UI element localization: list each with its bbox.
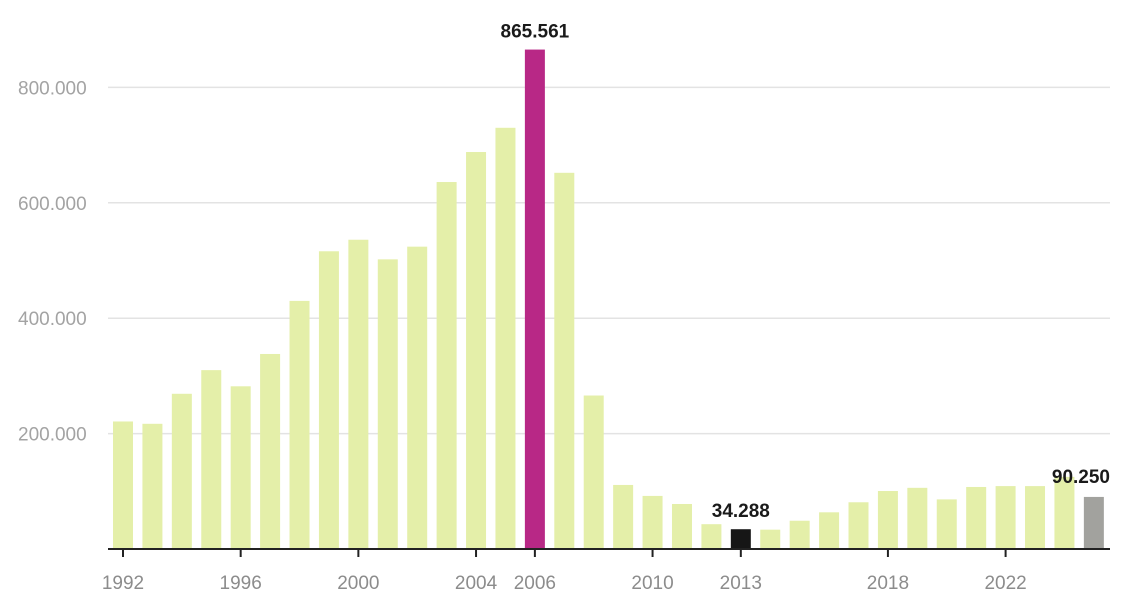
- bar-2005: [495, 127, 516, 549]
- bar-2001: [377, 259, 398, 549]
- bar-2025: [1083, 496, 1104, 549]
- y-tick-label: 800.000: [18, 78, 87, 99]
- bar-2022: [995, 486, 1016, 549]
- y-tick-label: 400.000: [18, 309, 87, 330]
- bar-2016: [819, 512, 840, 549]
- bar-1993: [142, 423, 163, 549]
- x-tick-label: 2004: [455, 573, 498, 591]
- bar-2010: [642, 495, 663, 549]
- x-tick-label: 2022: [984, 573, 1026, 591]
- bar-2008: [583, 395, 604, 549]
- x-tick-label: 1996: [220, 573, 262, 591]
- x-tick-label: 2006: [514, 573, 556, 591]
- bar-1997: [260, 353, 281, 549]
- bar-2014: [760, 529, 781, 549]
- bar-2007: [554, 172, 575, 549]
- bar-2021: [966, 486, 987, 549]
- bar-2020: [936, 499, 957, 549]
- bar-1998: [289, 300, 310, 549]
- bar-2003: [436, 182, 457, 549]
- x-tick-label: 2000: [337, 573, 379, 591]
- data-label: 90.250: [1052, 467, 1110, 488]
- bar-1994: [171, 393, 192, 549]
- x-tick-label: 2018: [867, 573, 909, 591]
- bar-2012: [701, 524, 722, 549]
- data-label: 34.288: [712, 501, 770, 522]
- y-tick-label: 200.000: [18, 425, 87, 446]
- bar-1999: [318, 251, 339, 549]
- x-tick-label: 2010: [631, 573, 673, 591]
- x-tick-label: 2013: [720, 573, 762, 591]
- bar-2023: [1025, 486, 1046, 549]
- bar-2009: [613, 484, 634, 549]
- x-tick-label: 1992: [102, 573, 144, 591]
- bar-2011: [671, 503, 692, 549]
- bar-2019: [907, 487, 928, 549]
- bar-2018: [877, 491, 898, 549]
- bar-2004: [466, 152, 487, 550]
- bar-2017: [848, 502, 869, 549]
- bar-2013: [730, 529, 751, 549]
- bar-1992: [113, 421, 133, 549]
- bar-2024: [1054, 476, 1075, 549]
- bar-2006: [524, 49, 545, 550]
- bar-2002: [407, 246, 428, 550]
- bar-2015: [789, 520, 810, 549]
- bar-1995: [201, 370, 222, 549]
- y-tick-label: 600.000: [18, 194, 87, 215]
- bar-1996: [230, 386, 251, 549]
- bar-2000: [348, 239, 369, 549]
- data-label: 865.561: [501, 22, 570, 43]
